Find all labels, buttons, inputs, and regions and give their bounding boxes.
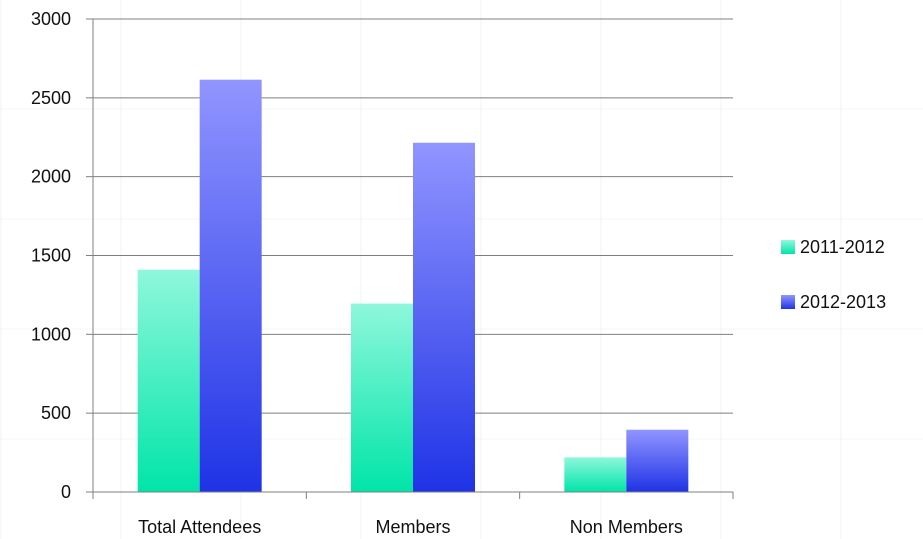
x-category-label: Members [375, 517, 450, 537]
y-tick-label: 0 [61, 482, 71, 502]
y-tick-label: 3000 [31, 9, 71, 29]
x-category-label: Total Attendees [138, 517, 261, 537]
y-tick-label: 1000 [31, 324, 71, 344]
y-tick-label: 500 [41, 403, 71, 423]
y-tick-label: 2000 [31, 167, 71, 187]
bar [626, 429, 689, 492]
y-tick-label: 2500 [31, 88, 71, 108]
x-category-label: Non Members [570, 517, 683, 537]
legend-label: 2012-2013 [800, 292, 886, 312]
legend-swatch [781, 240, 795, 254]
bars [137, 79, 689, 493]
axes [86, 18, 734, 499]
axis-labels: 0 500 1000 1500 2000 2500 3000 Total Attendees M… [31, 9, 683, 537]
legend-swatch [781, 295, 795, 309]
legend-label: 2011-2012 [800, 237, 885, 257]
bar [199, 79, 262, 493]
bar [137, 269, 200, 492]
bar [351, 303, 413, 492]
bar [413, 142, 475, 493]
y-tick-label: 1500 [31, 246, 71, 266]
legend: 2011-2012 2012-2013 [781, 237, 886, 312]
bar [564, 457, 627, 492]
